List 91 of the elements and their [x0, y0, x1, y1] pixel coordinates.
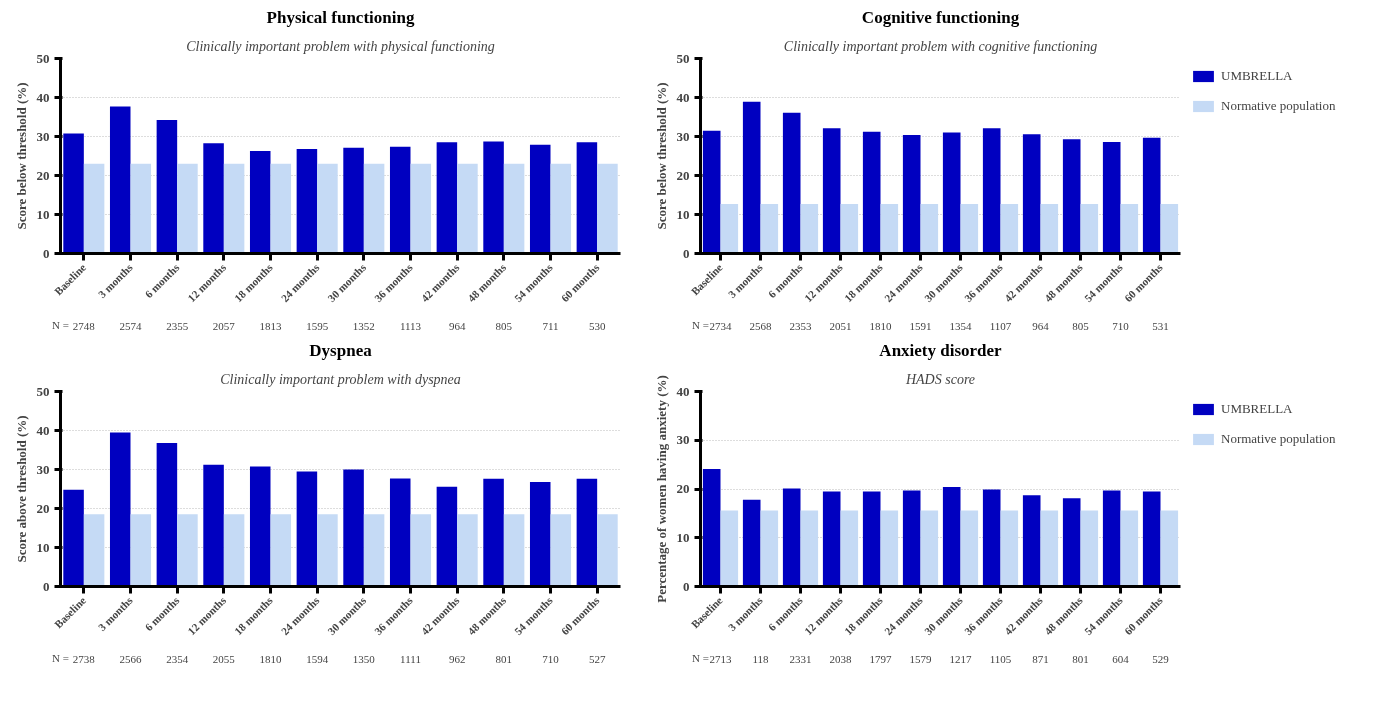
text: 2055: [212, 652, 236, 665]
legend-label: Normative population: [1221, 98, 1336, 114]
text: 964: [1032, 319, 1050, 332]
text: 964: [448, 319, 466, 332]
text: 2051: [829, 319, 852, 332]
text: 2713: [709, 652, 732, 665]
chart-title: Anxiety disorder: [879, 340, 1003, 360]
chart-title: Dyspnea: [309, 340, 373, 360]
y-tick-label: 30: [36, 128, 50, 144]
y-tick-label: 20: [36, 167, 50, 183]
legend-label: Normative population: [1221, 431, 1336, 447]
text: 1107: [989, 319, 1012, 332]
y-axis-title: Percentage of women having anxiety (%): [653, 375, 669, 603]
text: 118: [752, 652, 770, 665]
text: 2568: [749, 319, 772, 332]
y-tick-label: 10: [36, 206, 50, 222]
y-tick-label: 0: [43, 245, 50, 261]
text: 1591: [909, 319, 932, 332]
y-tick-label: 40: [36, 422, 50, 438]
y-tick-label: 0: [683, 578, 690, 594]
y-tick-label: 40: [676, 383, 690, 399]
text: 2355: [166, 319, 189, 332]
y-tick-label: 20: [676, 167, 690, 183]
chart-subtitle: Clinically important problem with cognitive functioning: [783, 38, 1098, 54]
text: 1813: [259, 319, 282, 332]
text: 710: [542, 652, 560, 665]
text: 530: [588, 319, 606, 332]
legend-label: UMBRELLA: [1221, 401, 1293, 417]
text: 529: [1152, 652, 1170, 665]
y-tick-label: 20: [676, 481, 690, 496]
text: 710: [1112, 319, 1130, 332]
legend-label: UMBRELLA: [1221, 68, 1293, 84]
text: 1217: [949, 652, 972, 665]
text: 531: [1152, 319, 1169, 332]
text: 805: [1072, 319, 1090, 332]
text: 604: [1112, 652, 1130, 665]
y-tick-label: 10: [36, 539, 50, 555]
text: 1352: [352, 319, 375, 332]
y-tick-label: 50: [36, 50, 50, 66]
y-tick-label: 50: [676, 50, 690, 66]
y-tick-label: 10: [676, 206, 690, 222]
chart-title: Cognitive functioning: [861, 7, 1020, 27]
text: 2331: [789, 652, 812, 665]
text: 1595: [306, 319, 329, 332]
text: N =: [692, 651, 709, 664]
y-tick-label: 20: [36, 500, 50, 516]
text: 805: [495, 319, 513, 332]
text: 1350: [352, 652, 376, 665]
text: 2748: [72, 319, 96, 332]
y-tick-label: 40: [676, 89, 690, 105]
text: 1810: [259, 652, 282, 665]
y-tick-label: 0: [43, 578, 50, 594]
y-tick-label: 0: [683, 245, 690, 261]
text: 1594: [306, 652, 329, 665]
text: 1111: [400, 652, 421, 665]
text: 2734: [709, 319, 732, 332]
y-tick-label: 30: [676, 128, 690, 144]
y-tick-label: 50: [36, 383, 50, 399]
text: 2574: [119, 319, 142, 332]
text: N =: [52, 651, 69, 664]
y-tick-label: 10: [676, 529, 690, 545]
y-axis-title: Score below threshold (%): [13, 82, 29, 230]
text: 801: [495, 652, 513, 665]
chart-subtitle: Clinically important problem with dyspnea: [220, 371, 461, 387]
chart-title: Physical functioning: [266, 7, 415, 27]
text: 801: [1072, 652, 1089, 665]
text: 871: [1032, 652, 1049, 665]
text: 2354: [166, 652, 189, 665]
text: 2353: [789, 319, 812, 332]
text: 1579: [909, 652, 932, 665]
y-tick-label: 30: [676, 432, 690, 448]
text: N =: [692, 318, 709, 331]
text: 1113: [399, 319, 422, 332]
text: 1810: [869, 319, 892, 332]
text: 2038: [829, 652, 852, 665]
text: 711: [542, 319, 559, 332]
chart-subtitle: HADS score: [904, 371, 976, 387]
text: 2057: [212, 319, 236, 332]
text: 1105: [989, 652, 1012, 665]
y-tick-label: 40: [36, 89, 50, 105]
text: 2738: [72, 652, 96, 665]
y-axis-title: Score below threshold (%): [653, 82, 669, 230]
y-axis-title: Score above threshold (%): [13, 415, 29, 563]
chart-subtitle: Clinically important problem with physical functioning: [186, 38, 495, 54]
y-tick-label: 30: [36, 461, 50, 477]
text: 962: [448, 652, 466, 665]
text: 1354: [949, 319, 972, 332]
text: 2566: [119, 652, 142, 665]
text: 527: [588, 652, 606, 665]
text: N =: [52, 318, 69, 331]
text: 1797: [869, 652, 892, 665]
